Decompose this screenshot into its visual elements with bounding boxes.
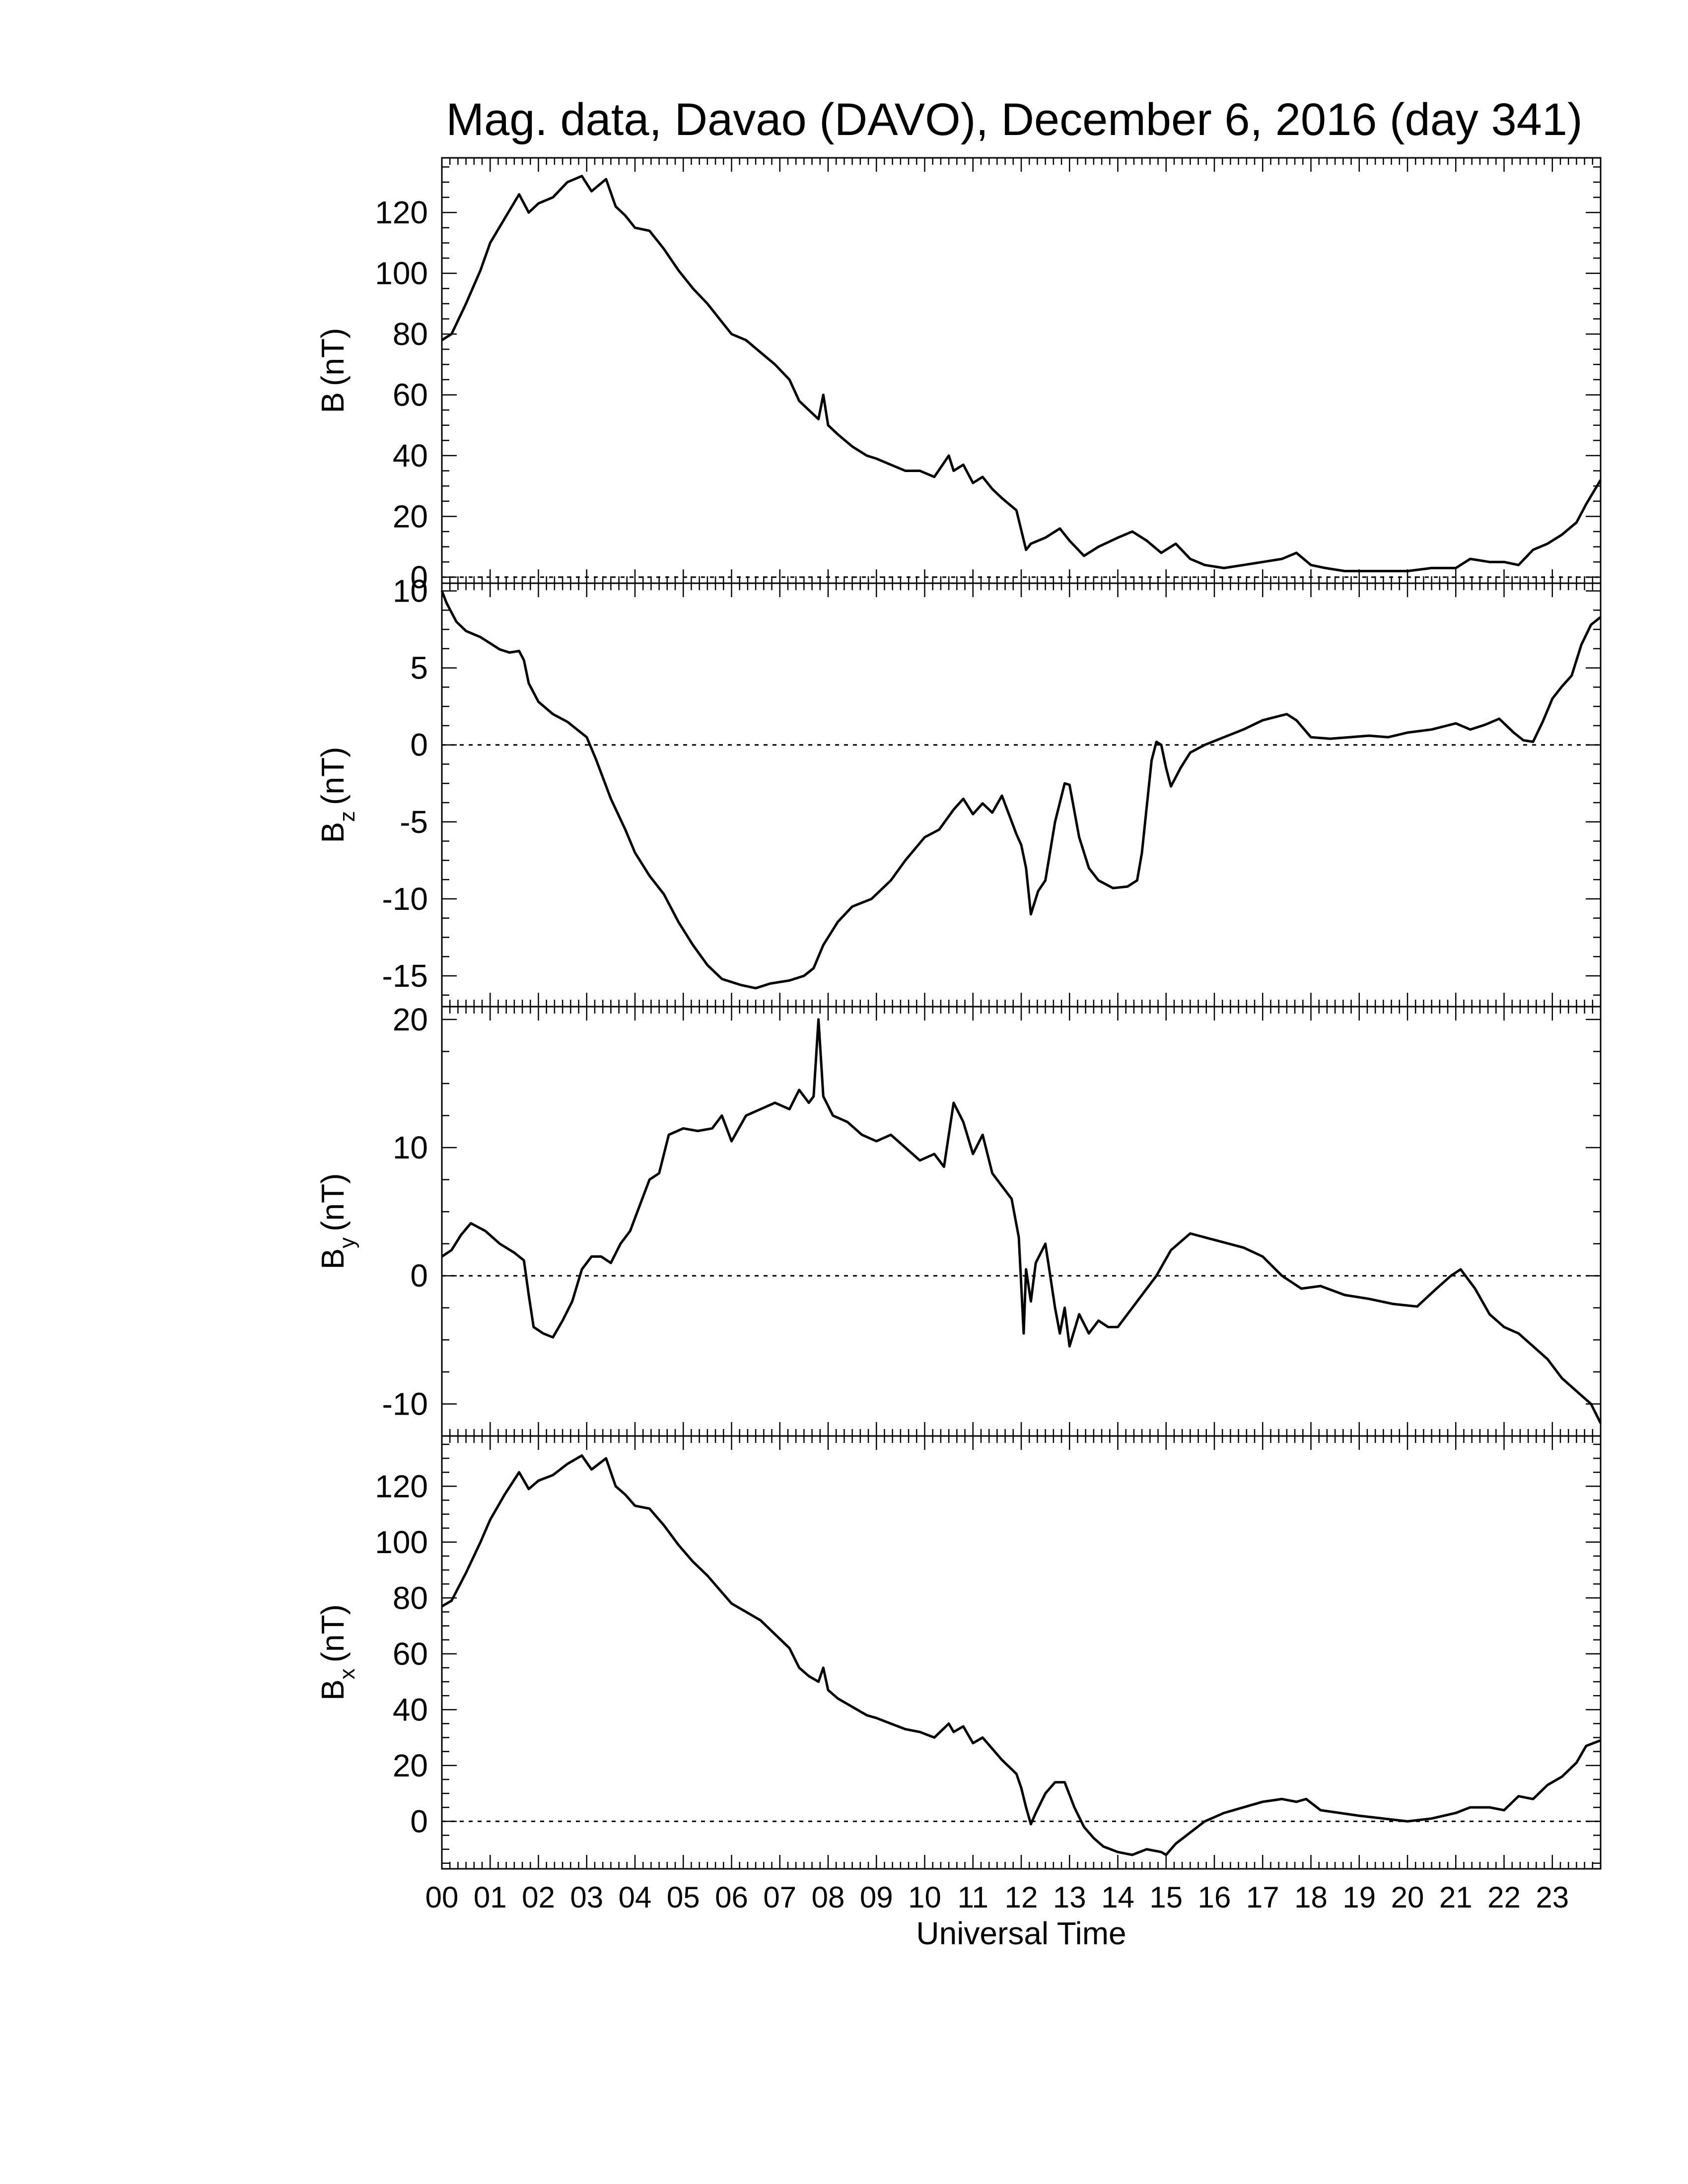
panel-By: 20 10 0 -10 By (nT): [315, 1002, 1602, 1437]
x-tick-label: 15: [1149, 1881, 1183, 1914]
series-line: [441, 175, 1602, 572]
x-axis-label: Universal Time: [916, 1915, 1126, 1951]
x-tick-label: 03: [570, 1881, 603, 1914]
series-line: [440, 590, 1602, 990]
x-tick-label: 14: [1101, 1881, 1134, 1914]
y-tick-label: 0: [410, 727, 428, 763]
x-tick-label: 17: [1246, 1881, 1279, 1914]
y-tick-label: 20: [393, 1748, 428, 1783]
y-tick-label: 20: [393, 1002, 428, 1037]
x-tick-label: 08: [812, 1881, 845, 1914]
x-tick-label: 18: [1294, 1881, 1328, 1914]
y-tick-label: 0: [410, 559, 428, 595]
figure-title: Mag. data, Davao (DAVO), December 6, 201…: [446, 94, 1582, 145]
y-tick-label: 60: [393, 377, 428, 412]
series-line: [441, 1454, 1601, 1856]
y-axis-label-unit: (nT): [315, 1173, 351, 1231]
y-tick-label: 40: [393, 438, 428, 474]
x-tick-label: 10: [908, 1881, 941, 1914]
y-tick-label: -10: [382, 881, 428, 917]
y-tick-label: 0: [410, 1803, 428, 1839]
y-axis-label-main: B: [315, 822, 351, 843]
panel-Bx: 0 20 40 60 80 100 120 Bx (nT): [315, 1435, 1602, 1870]
y-tick-label: 5: [410, 650, 428, 686]
y-axis-label-sub: x: [335, 1668, 359, 1679]
y-axis-label-sub: z: [335, 811, 359, 822]
y-tick-label: 100: [375, 256, 428, 291]
y-axis-label: Bz (nT): [315, 747, 359, 843]
y-tick-label: -15: [382, 958, 428, 994]
y-axis-label: Bx (nT): [315, 1604, 359, 1701]
x-tick-label: 23: [1536, 1881, 1569, 1914]
x-tick-label: 12: [1005, 1881, 1038, 1914]
y-tick-label: -10: [382, 1386, 428, 1422]
x-tick-label: 22: [1487, 1881, 1521, 1914]
x-tick-label: 01: [474, 1881, 507, 1914]
y-axis-label-main: B: [315, 1679, 351, 1701]
y-tick-label: 10: [393, 573, 428, 609]
x-tick-label: 21: [1439, 1881, 1473, 1914]
y-tick-label: 120: [375, 1468, 428, 1504]
x-tick-label: 20: [1391, 1881, 1424, 1914]
y-tick-label: 20: [393, 498, 428, 534]
panel-B: 0 20 40 60 80 100 120 B (nT): [315, 157, 1602, 595]
y-tick-label: 10: [393, 1130, 428, 1165]
y-tick-label: 0: [410, 1258, 428, 1294]
y-tick-label: 40: [393, 1692, 428, 1727]
y-axis-label-unit: (nT): [315, 747, 351, 805]
y-tick-label: 100: [375, 1524, 428, 1560]
y-tick-label: -5: [400, 804, 428, 840]
x-tick-label: 13: [1053, 1881, 1086, 1914]
panels: 020406080100120B(nT)1050-5-10-15Bz(nT)20…: [315, 157, 1602, 1870]
y-tick-label: 60: [393, 1636, 428, 1672]
y-tick-label: 120: [375, 195, 428, 230]
x-tick-label: 19: [1342, 1881, 1376, 1914]
x-tick-label: 09: [860, 1881, 893, 1914]
y-tick-label: 80: [393, 316, 428, 352]
x-tick-label: 06: [715, 1881, 748, 1914]
y-axis-label: B (nT): [315, 328, 351, 413]
x-tick-label: 02: [522, 1881, 555, 1914]
x-tick-label: 07: [763, 1881, 796, 1914]
panel-Bz: 10 5 0 -5 -10 -15 Bz (nT): [315, 573, 1602, 1008]
y-axis-label: By (nT): [315, 1173, 359, 1270]
x-tick-label: 11: [958, 1881, 988, 1914]
y-axis-label-main: B: [315, 1248, 351, 1270]
y-axis-label-unit: (nT): [315, 328, 351, 386]
x-tick-label: 16: [1198, 1881, 1231, 1914]
y-axis-label-main: B: [315, 392, 351, 413]
x-tick-label: 05: [667, 1881, 700, 1914]
y-tick-label: 80: [393, 1580, 428, 1616]
x-axis: 00 01 02 03 04 05 06 07 08 09 10 11 12 13 14 15 16 17 18 19…: [425, 1881, 1569, 1914]
x-tick-label: 00: [425, 1881, 459, 1914]
y-axis-label-sub: y: [335, 1237, 359, 1248]
x-tick-label: 04: [619, 1881, 652, 1914]
y-axis-label-unit: (nT): [315, 1604, 351, 1662]
series-line: [441, 1018, 1602, 1424]
